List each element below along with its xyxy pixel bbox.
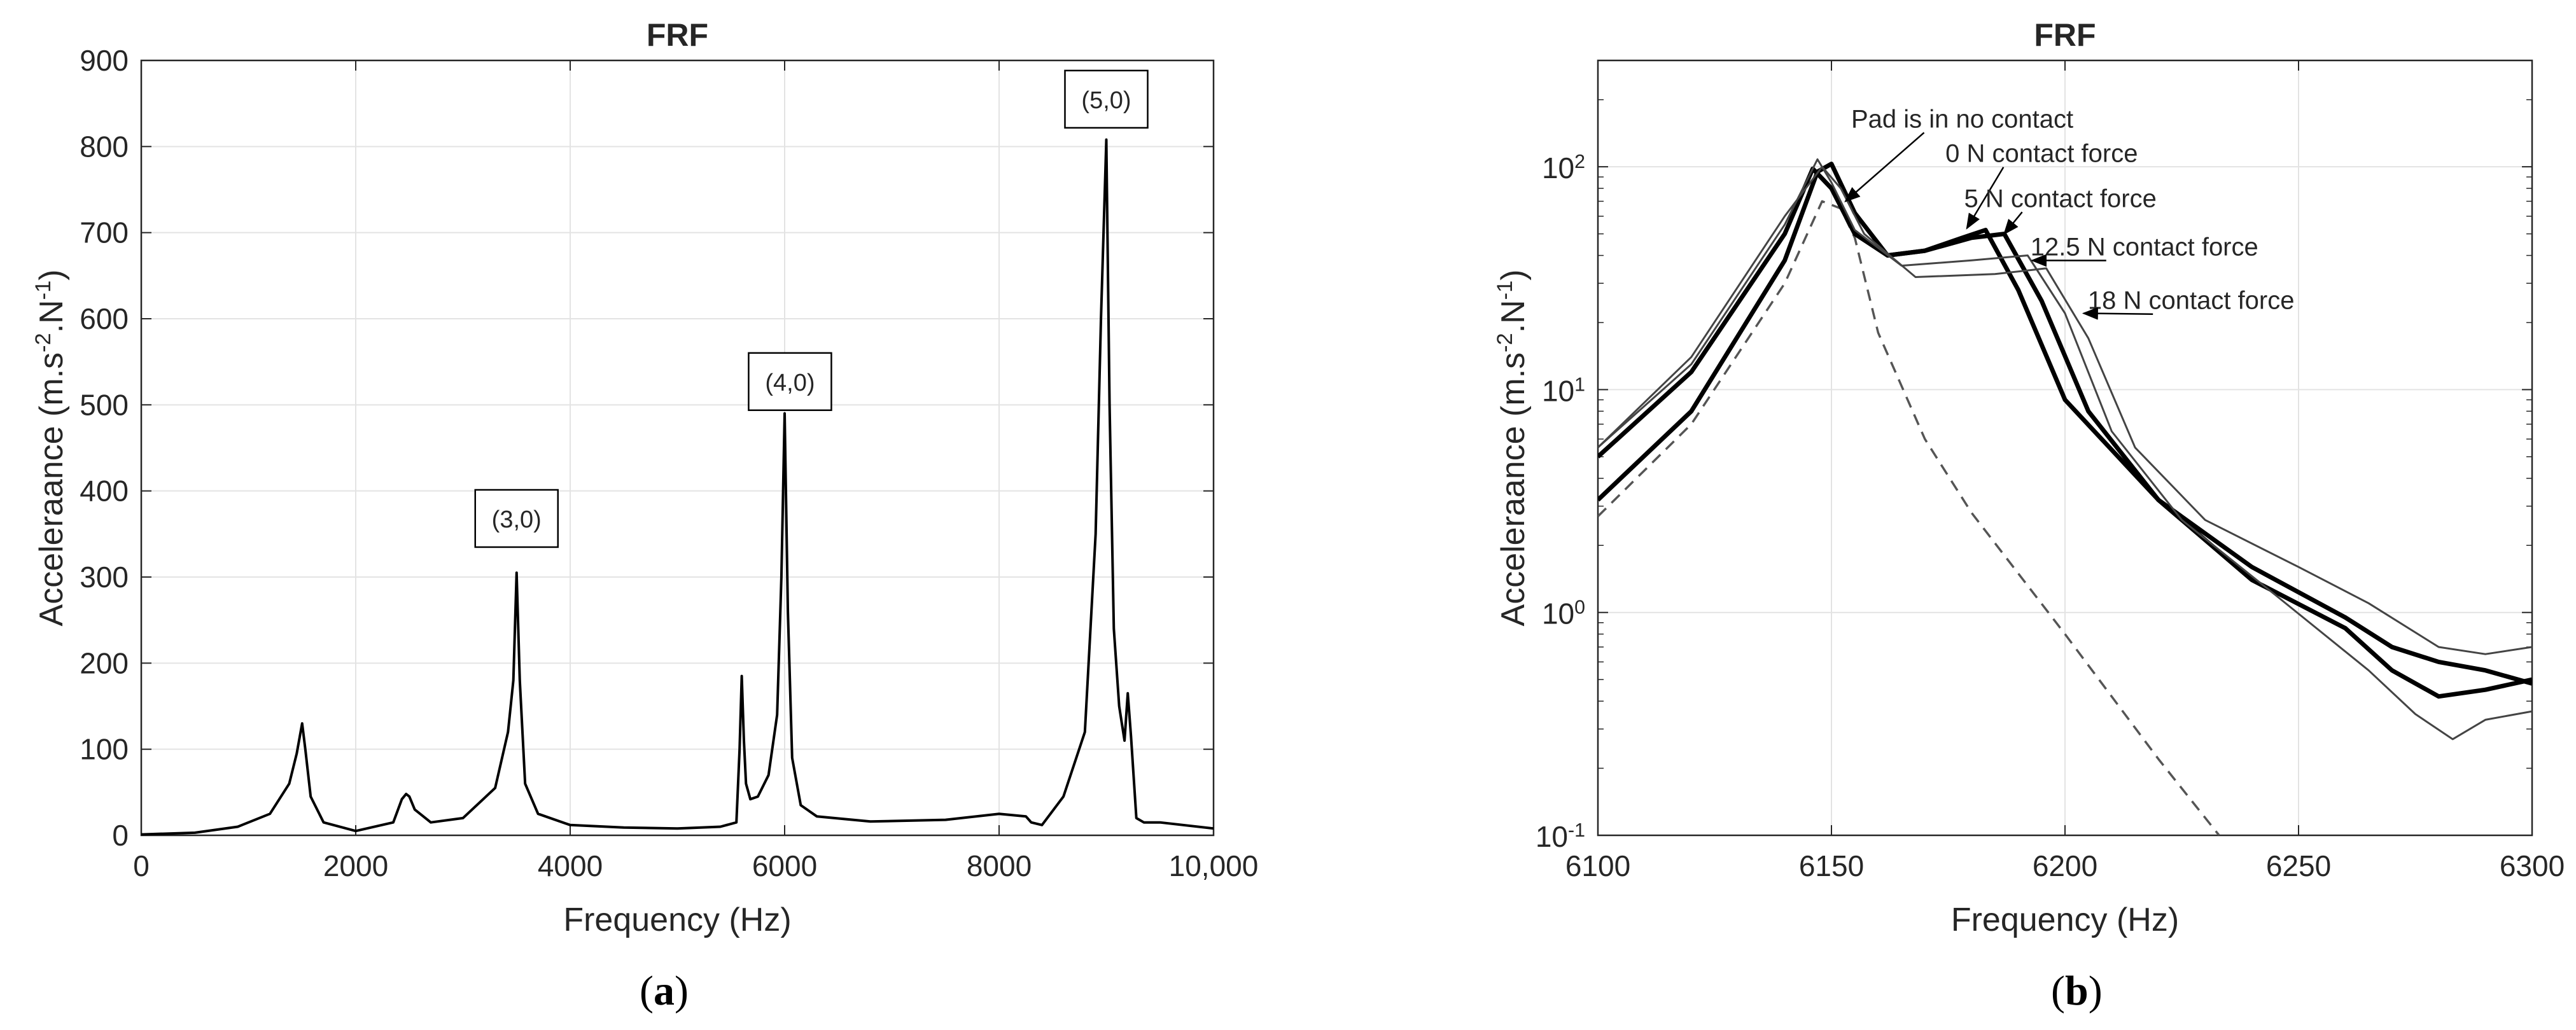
y-tick-label-a: 300 bbox=[80, 560, 129, 594]
curve-annotation-arrow bbox=[2003, 211, 2023, 235]
series-line-a bbox=[141, 138, 1214, 836]
y-tick-label-a: 0 bbox=[112, 819, 129, 852]
y-axis-label-b: Acceleraance (m.s-2.N-1) bbox=[1493, 270, 1532, 627]
x-tick-label-a: 10,000 bbox=[1169, 849, 1259, 882]
curve-annotation-arrow bbox=[1966, 167, 2005, 230]
panel-label-b: (b) bbox=[2051, 968, 2103, 1014]
plot-area-a bbox=[141, 60, 1214, 835]
y-tick-label-a: 700 bbox=[80, 216, 129, 249]
x-tick-label-b: 6150 bbox=[1799, 849, 1864, 882]
y-tick-label-a: 600 bbox=[80, 302, 129, 335]
x-tick-label-b: 6100 bbox=[1565, 849, 1630, 882]
y-tick-label-a: 500 bbox=[80, 388, 129, 421]
x-tick-label-a: 0 bbox=[133, 849, 150, 882]
x-tick-label-b: 6300 bbox=[2500, 849, 2565, 882]
x-tick-label-a: 2000 bbox=[323, 849, 388, 882]
y-tick-label-b: 101 bbox=[1542, 374, 1585, 408]
y-tick-label-a: 800 bbox=[80, 130, 129, 163]
series-line-b bbox=[1598, 165, 2532, 655]
x-tick-label-b: 6250 bbox=[2266, 849, 2331, 882]
y-tick-label-b: 102 bbox=[1542, 151, 1585, 185]
peak-label: (5,0) bbox=[1081, 87, 1131, 114]
peak-label: (4,0) bbox=[765, 370, 815, 396]
chart-b: 6100 6150 6200 6250 6300 10-1 100 101 102 Pad is … bbox=[1493, 17, 2565, 938]
x-tick-label-a: 4000 bbox=[538, 849, 603, 882]
curve-annotation: Pad is in no contact bbox=[1851, 105, 2073, 133]
x-tick-label-a: 8000 bbox=[967, 849, 1032, 882]
chart-title-a: FRF bbox=[647, 17, 708, 53]
x-axis-label-a: Frequency (Hz) bbox=[563, 901, 791, 938]
series-line-b bbox=[1598, 200, 2220, 835]
curve-annotation: 12.5 N contact force bbox=[2031, 233, 2258, 261]
peak-label-box bbox=[1064, 69, 1149, 129]
peak-label: (3,0) bbox=[492, 506, 542, 533]
y-tick-label-a: 400 bbox=[80, 475, 129, 508]
y-tick-label-a: 900 bbox=[80, 44, 129, 77]
x-tick-label-b: 6200 bbox=[2033, 849, 2097, 882]
x-tick-label-a: 6000 bbox=[752, 849, 817, 882]
curve-annotation-arrow bbox=[2082, 307, 2153, 320]
chart-a: 0 2000 4000 6000 8000 10,000 0 100 200 300 400 500 6… bbox=[31, 17, 1258, 938]
y-tick-label-b: 100 bbox=[1542, 597, 1585, 630]
curve-annotation: 18 N contact force bbox=[2088, 287, 2295, 315]
curve-annotation-arrow bbox=[1844, 132, 1925, 203]
axes-box-a bbox=[140, 59, 1215, 837]
curve-annotation: 5 N contact force bbox=[1964, 184, 2156, 212]
chart-title-b: FRF bbox=[2034, 17, 2096, 53]
panel-label-a: (a) bbox=[640, 968, 689, 1014]
y-tick-label-a: 200 bbox=[80, 646, 129, 679]
peak-label-box bbox=[474, 489, 559, 548]
series-line-b bbox=[1598, 158, 2532, 741]
y-tick-label-a: 100 bbox=[80, 733, 129, 766]
axes-box-b bbox=[1597, 59, 2533, 837]
panel-label-a-letter: a bbox=[653, 968, 675, 1014]
x-axis-label-b: Frequency (Hz) bbox=[1951, 901, 2179, 938]
curve-annotation: 0 N contact force bbox=[1945, 140, 2138, 168]
peak-label-box bbox=[748, 352, 832, 412]
panel-label-b-letter: b bbox=[2064, 968, 2089, 1014]
y-axis-label-a: Acceleraance (m.s-2.N-1) bbox=[31, 270, 70, 627]
y-tick-label-b: 10-1 bbox=[1536, 820, 1585, 854]
